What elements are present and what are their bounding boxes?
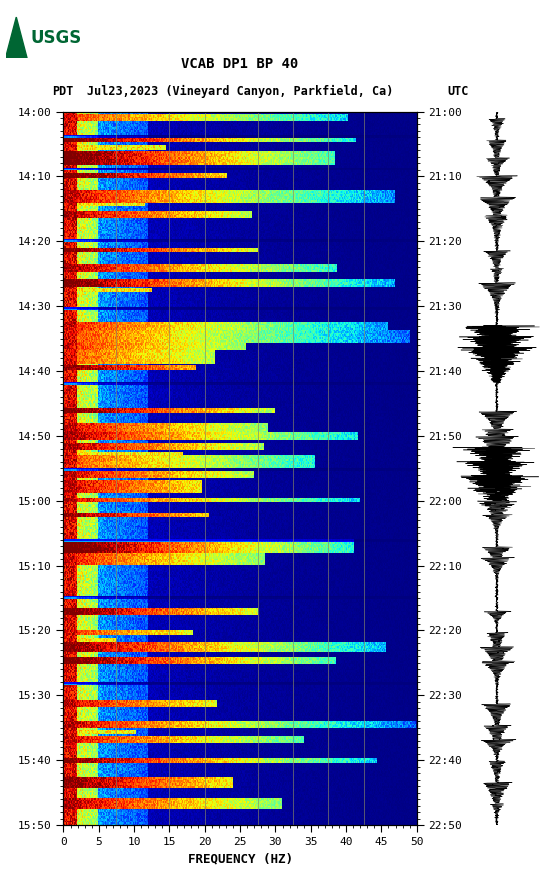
X-axis label: FREQUENCY (HZ): FREQUENCY (HZ) [188, 853, 293, 865]
Text: Jul23,2023 (Vineyard Canyon, Parkfield, Ca): Jul23,2023 (Vineyard Canyon, Parkfield, … [87, 85, 394, 98]
Polygon shape [6, 17, 27, 58]
Text: UTC: UTC [448, 85, 469, 98]
Text: VCAB DP1 BP 40: VCAB DP1 BP 40 [182, 57, 299, 71]
Text: USGS: USGS [31, 29, 82, 47]
Text: PDT: PDT [52, 85, 74, 98]
